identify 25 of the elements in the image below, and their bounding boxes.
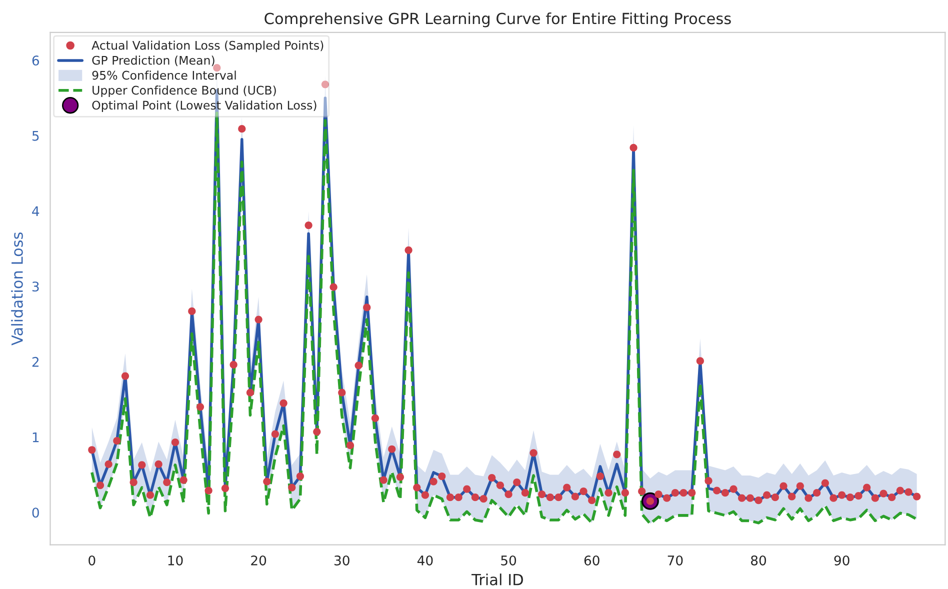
x-tick-label: 50 <box>501 555 516 566</box>
y-tick-label: 1 <box>32 432 39 442</box>
x-tick-label: 80 <box>751 555 766 566</box>
x-tick-label: 40 <box>417 555 433 566</box>
y-tick-label: 2 <box>32 356 39 367</box>
x-tick-label: 90 <box>834 555 850 566</box>
annotation: 95% Confidence Interval <box>92 70 236 80</box>
x-tick-label: 70 <box>668 555 683 566</box>
legend-label: Optimal Point (Lowest Validation Loss) <box>92 100 316 112</box>
x-tick-label: 60 <box>584 555 600 566</box>
y-tick-label: 5 <box>32 131 39 141</box>
legend-label: Upper Confidence Bound (UCB) <box>92 86 276 97</box>
x-tick-label: 0 <box>88 555 96 566</box>
x-axis-title: Trial ID <box>471 574 523 586</box>
legend-label: Actual Validation Loss (Sampled Points) <box>92 40 324 52</box>
y-tick-label: 6 <box>32 55 39 66</box>
y-tick-label: 0 <box>32 508 39 518</box>
y-tick-label: 3 <box>32 282 39 292</box>
x-tick-label: 30 <box>334 555 350 566</box>
chart-title: Comprehensive GPR Learning Curve for Entire Fitting Process <box>264 12 731 28</box>
y-axis-title: Validation Loss <box>11 232 23 346</box>
x-tick-label: 20 <box>251 555 266 566</box>
x-tick-label: 10 <box>168 555 183 566</box>
y-tick-label: 4 <box>32 206 40 216</box>
legend-label: GP Prediction (Mean) <box>92 56 214 66</box>
